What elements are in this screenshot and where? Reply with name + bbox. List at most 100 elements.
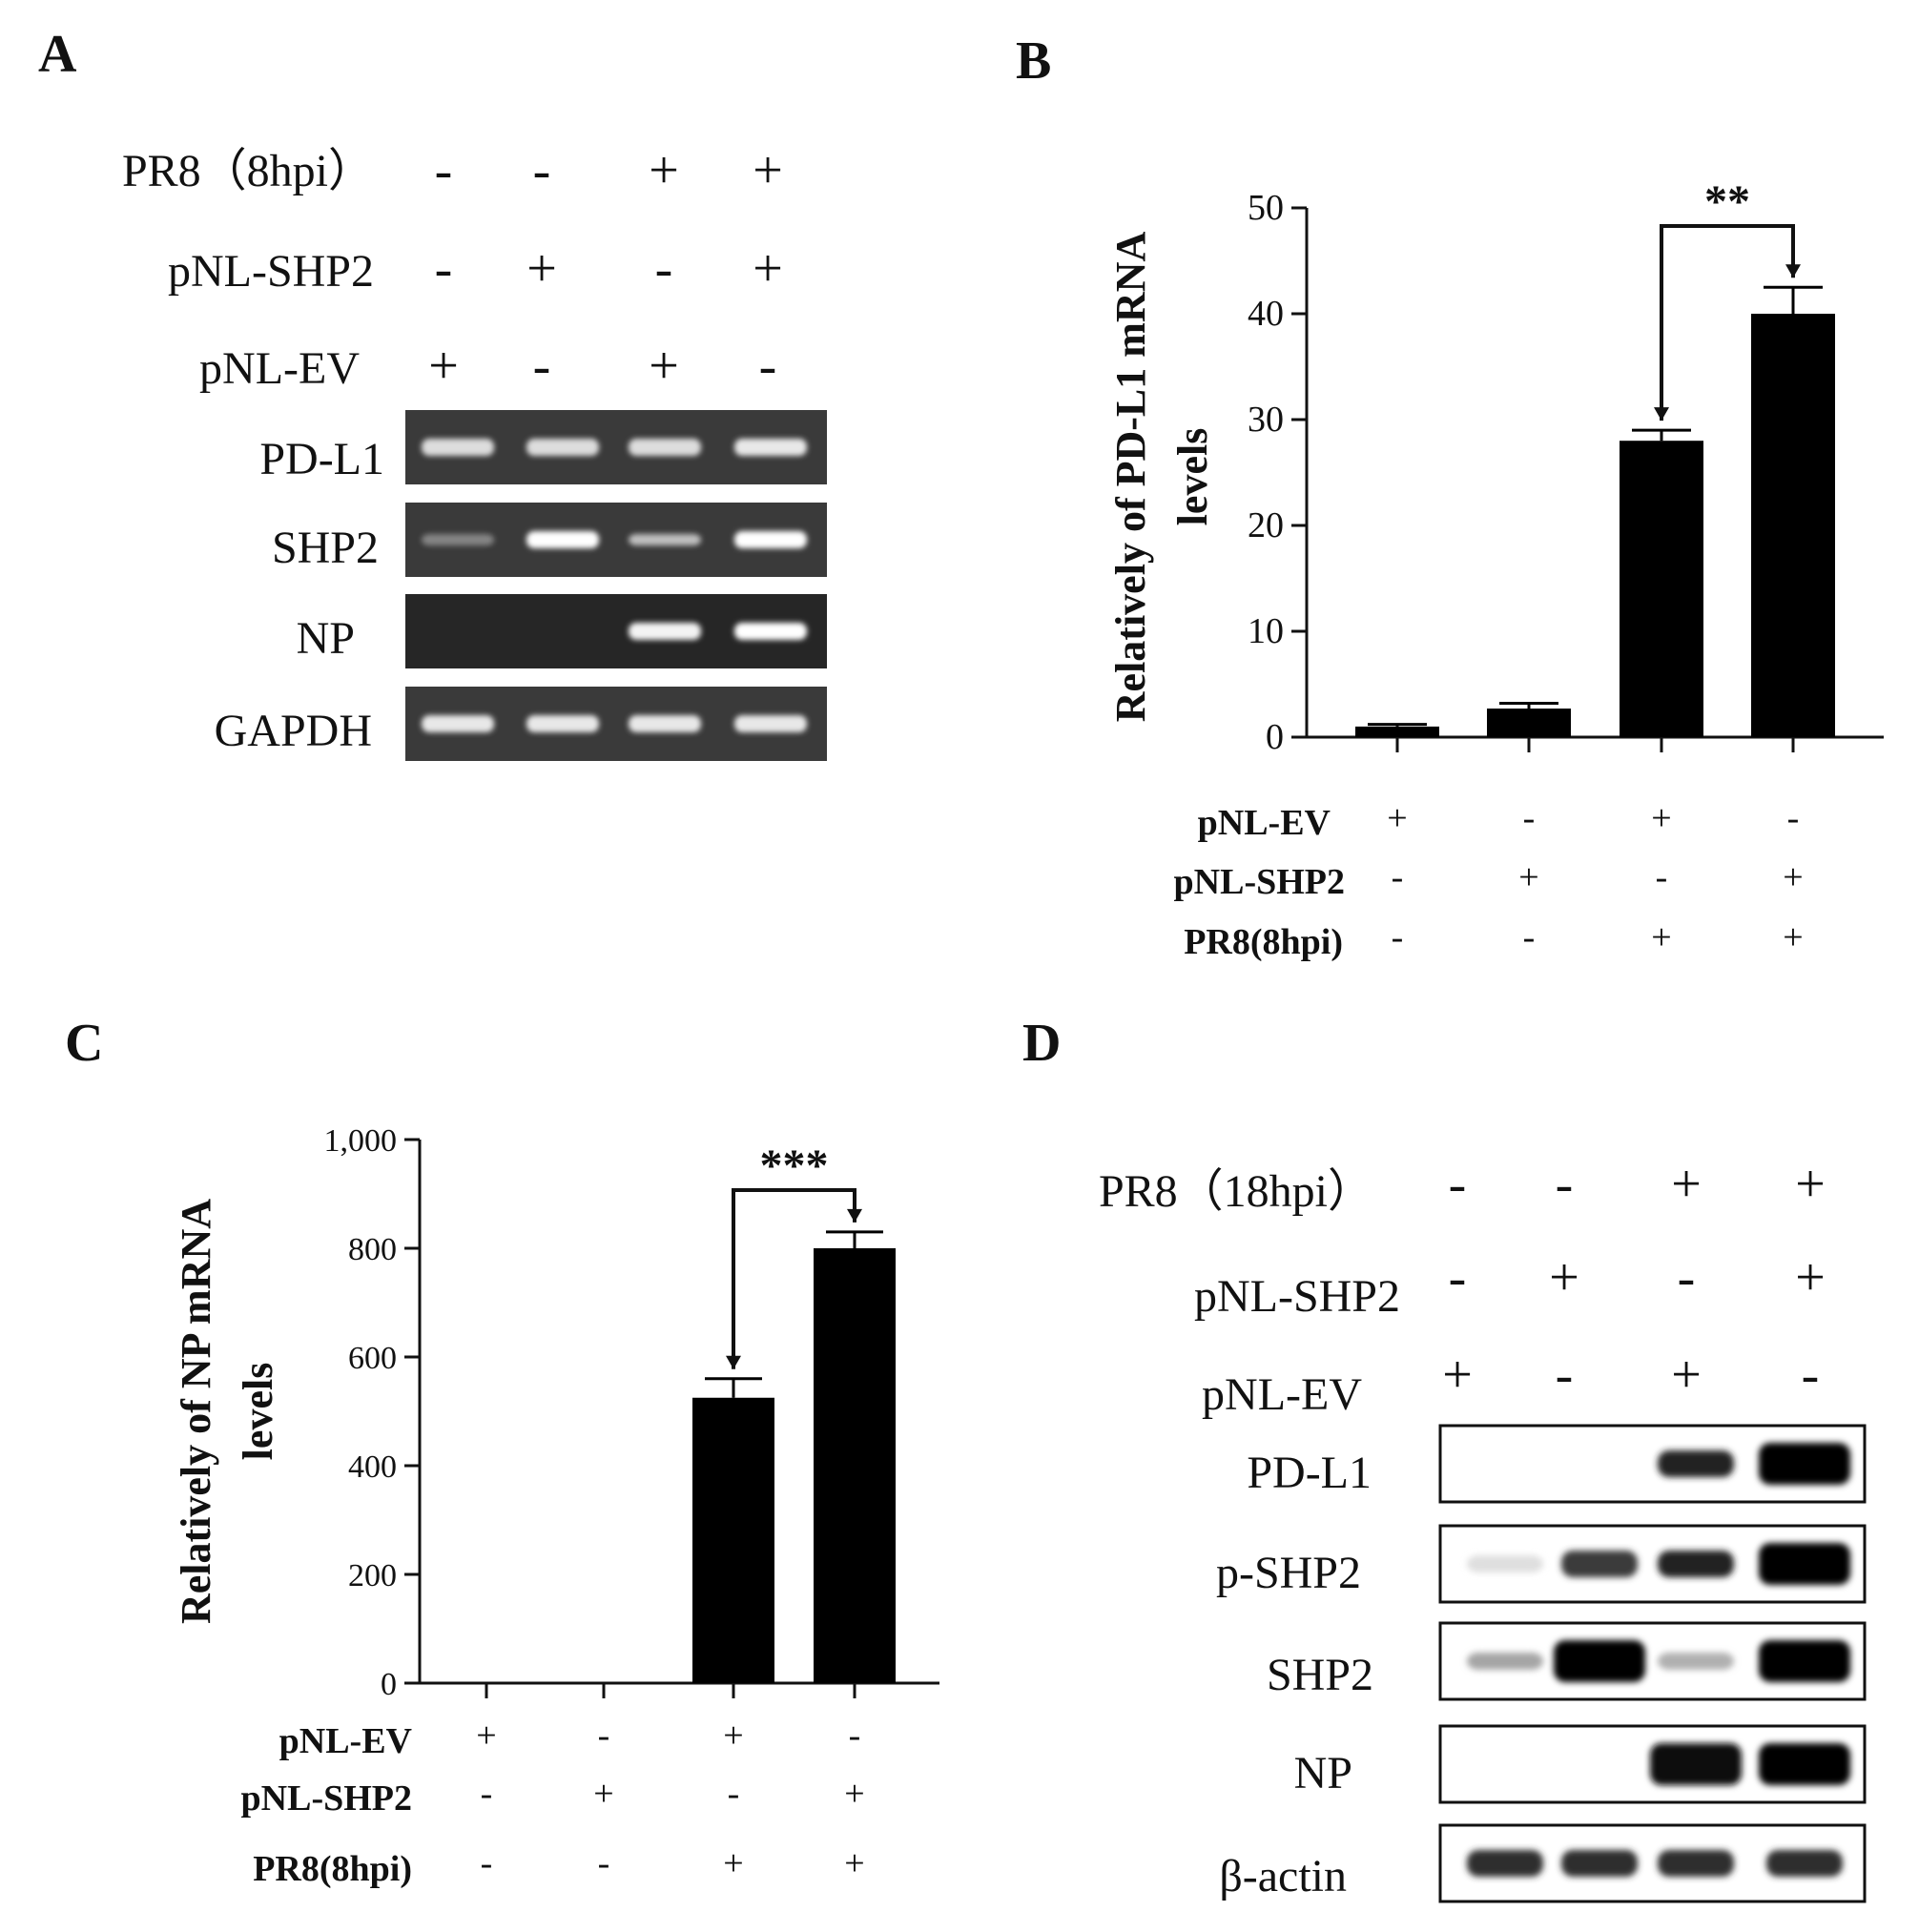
blot-band	[1759, 1543, 1850, 1585]
condition-mark: -	[728, 1774, 740, 1814]
panel-d-condition-label: pNL-EV	[1202, 1369, 1362, 1420]
condition-mark: -	[481, 1774, 493, 1814]
gel-band	[734, 439, 807, 456]
panel-a-gel: PD-L1 SHP2 NP GAPDH	[215, 410, 827, 761]
blot-band	[1759, 1743, 1850, 1785]
blot-band	[1554, 1640, 1645, 1682]
blot-row-label: SHP2	[1267, 1650, 1373, 1700]
condition-mark: +	[1549, 1248, 1579, 1307]
panel-c-significance: ***	[760, 1141, 829, 1191]
panel-c: C Relatively of NP mRNA levels 0 200 400…	[65, 1014, 939, 1889]
ytick-label: 1,000	[324, 1123, 398, 1159]
gel-row-label: PD-L1	[259, 434, 384, 484]
panel-d-condition-label: pNL-SHP2	[1194, 1271, 1400, 1322]
condition-mark: -	[1556, 1155, 1574, 1214]
panel-a-condition-marks: - - + + - + - + + - + -	[428, 141, 783, 396]
panel-b-ylabel-line2: levels	[1169, 428, 1216, 526]
gel-band	[629, 534, 701, 545]
ytick-label: 30	[1248, 400, 1284, 440]
blot-band	[1658, 1450, 1734, 1477]
condition-mark: -	[435, 141, 453, 200]
panel-d: D PR8（18hpi） pNL-SHP2 pNL-EV - - + + - + - + + - +…	[1022, 1014, 1867, 1903]
blot-band	[1467, 1653, 1543, 1670]
ytick-label: 40	[1248, 294, 1284, 334]
significance-arrowhead	[1654, 407, 1669, 421]
bar	[1487, 709, 1571, 737]
ytick-label: 0	[1266, 717, 1284, 757]
ytick-label: 50	[1248, 188, 1284, 228]
gel-band	[526, 531, 599, 548]
panel-c-letter: C	[65, 1014, 103, 1073]
panel-c-yticks: 0 200 400 600 800 1,000	[324, 1123, 398, 1702]
condition-mark: -	[1523, 798, 1536, 838]
condition-mark: +	[844, 1843, 864, 1883]
gel-band	[526, 715, 599, 732]
panel-d-condition-label: PR8（18hpi）	[1099, 1166, 1373, 1217]
panel-c-ylabel: Relatively of NP mRNA levels	[173, 1199, 281, 1624]
panel-d-letter: D	[1022, 1014, 1061, 1073]
condition-mark: -	[1449, 1248, 1467, 1307]
blot-band	[1658, 1551, 1734, 1577]
condition-mark: +	[649, 141, 679, 200]
panel-d-condition-marks: - - + + - + - + + - + -	[1442, 1155, 1826, 1405]
panel-a-letter: A	[38, 25, 77, 84]
blot-band	[1766, 1850, 1843, 1877]
condition-mark: +	[753, 239, 783, 298]
bar	[1620, 441, 1703, 737]
panel-c-ylabel-line2: levels	[235, 1363, 281, 1461]
condition-mark: +	[649, 337, 679, 396]
blot-row-label: p-SHP2	[1216, 1548, 1361, 1598]
blot-band	[1561, 1850, 1638, 1877]
condition-label: pNL-EV	[279, 1721, 413, 1761]
condition-mark: +	[476, 1716, 496, 1756]
gel-band	[526, 439, 599, 456]
gel-band	[734, 531, 807, 548]
condition-label: PR8(8hpi)	[1184, 922, 1343, 962]
panel-b-conditions: pNL-EV pNL-SHP2 PR8(8hpi) + - + - - + - + - - + +	[1174, 798, 1804, 962]
ytick-label: 20	[1248, 505, 1284, 545]
condition-mark: -	[1678, 1248, 1696, 1307]
condition-mark: -	[1787, 798, 1800, 838]
panel-c-conditions: pNL-EV pNL-SHP2 PR8(8hpi) + - + - - + - + - - + +	[241, 1716, 865, 1889]
panel-b-significance: **	[1704, 176, 1750, 227]
condition-mark: +	[1651, 798, 1671, 838]
condition-mark: -	[655, 239, 673, 298]
gel-band	[734, 623, 807, 640]
gel-band	[629, 715, 701, 732]
bar	[814, 1248, 896, 1683]
condition-label: pNL-SHP2	[1174, 862, 1345, 902]
panel-c-ylabel-line1: Relatively of NP mRNA	[173, 1199, 219, 1624]
significance-arrowhead	[726, 1355, 741, 1369]
condition-mark: +	[1387, 798, 1407, 838]
blot-row-label: NP	[1294, 1748, 1352, 1798]
condition-mark: -	[435, 239, 453, 298]
condition-mark: -	[598, 1843, 610, 1883]
ytick-label: 0	[381, 1667, 397, 1702]
condition-mark: -	[598, 1716, 610, 1756]
condition-label: pNL-EV	[1198, 803, 1331, 843]
condition-mark: +	[1783, 857, 1803, 897]
panel-d-blot: PD-L1 p-SHP2 SHP2 NP β-actin	[1216, 1424, 1867, 1903]
blot-band	[1561, 1551, 1638, 1577]
gel-band	[422, 439, 494, 456]
blot-band	[1650, 1743, 1742, 1785]
significance-label: ***	[760, 1141, 829, 1191]
condition-mark: +	[593, 1774, 613, 1814]
condition-mark: +	[753, 141, 783, 200]
blot-band	[1759, 1443, 1850, 1485]
condition-mark: -	[1392, 917, 1404, 957]
panel-b: B Relatively of PD-L1 mRNA levels 0 10 2…	[1016, 31, 1884, 962]
condition-mark: -	[1449, 1155, 1467, 1214]
significance-arrowhead	[847, 1208, 862, 1223]
significance-bracket	[732, 1188, 856, 1369]
condition-label: PR8(8hpi)	[253, 1849, 412, 1889]
condition-mark: -	[849, 1716, 861, 1756]
condition-mark: +	[723, 1716, 743, 1756]
condition-mark: +	[1795, 1155, 1826, 1214]
ytick-label: 200	[348, 1558, 397, 1593]
condition-mark: +	[526, 239, 557, 298]
gel-row-label: SHP2	[272, 523, 379, 573]
panel-a: A PR8（8hpi） pNL-SHP2 pNL-EV - - + +- + - ++ - + -…	[38, 25, 827, 761]
panel-b-ylabel-line1: Relatively of PD-L1 mRNA	[1107, 232, 1154, 723]
